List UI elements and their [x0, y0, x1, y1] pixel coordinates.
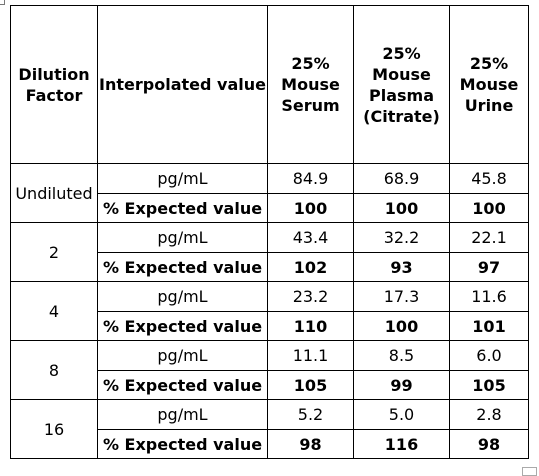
plasma-value-cell: 17.3 [353, 281, 450, 312]
header-mouse-urine: 25% Mouse Urine [449, 5, 529, 164]
plasma-pct-cell: 116 [353, 429, 450, 459]
dilution-factor-cell: 8 [10, 340, 98, 400]
unit-label-cell: pg/mL [97, 281, 268, 312]
dilution-factor-cell: Undiluted [10, 163, 98, 223]
unit-label-cell: pg/mL [97, 399, 268, 430]
serum-pct-cell: 98 [267, 429, 354, 459]
urine-pct-cell: 101 [449, 311, 529, 341]
table-row: Undiluted pg/mL 84.9 68.9 45.8 [10, 163, 529, 223]
urine-pct-cell: 105 [449, 370, 529, 400]
urine-value-cell: 45.8 [449, 163, 529, 194]
plasma-pct-cell: 93 [353, 252, 450, 282]
table-resize-handle[interactable] [522, 467, 537, 476]
table-row: 8 pg/mL 11.1 8.5 6.0 [10, 340, 529, 400]
dilution-factor-cell: 2 [10, 222, 98, 282]
urine-value-cell: 6.0 [449, 340, 529, 371]
urine-pct-cell: 97 [449, 252, 529, 282]
table-row: 4 pg/mL 23.2 17.3 11.6 [10, 281, 529, 341]
serum-pct-cell: 110 [267, 311, 354, 341]
urine-value-cell: 2.8 [449, 399, 529, 430]
unit-label-cell: pg/mL [97, 163, 268, 194]
urine-value-cell: 22.1 [449, 222, 529, 253]
plasma-pct-cell: 100 [353, 193, 450, 223]
plasma-value-cell: 8.5 [353, 340, 450, 371]
pct-label-cell: % Expected value [97, 429, 268, 459]
plasma-pct-cell: 100 [353, 311, 450, 341]
unit-label-cell: pg/mL [97, 340, 268, 371]
dilution-factor-cell: 16 [10, 399, 98, 459]
plasma-value-cell: 5.0 [353, 399, 450, 430]
urine-value-cell: 11.6 [449, 281, 529, 312]
plasma-value-cell: 68.9 [353, 163, 450, 194]
table-move-handle[interactable] [0, 0, 5, 5]
serum-value-cell: 11.1 [267, 340, 354, 371]
serum-value-cell: 23.2 [267, 281, 354, 312]
pct-label-cell: % Expected value [97, 311, 268, 341]
header-dilution-factor: Dilution Factor [10, 5, 98, 164]
table-row: % Expected value 100 100 100 [11, 193, 529, 223]
table-row: 16 pg/mL 5.2 5.0 2.8 [10, 399, 529, 459]
pct-label-cell: % Expected value [97, 193, 268, 223]
pct-label-cell: % Expected value [97, 252, 268, 282]
header-mouse-plasma: 25% Mouse Plasma (Citrate) [353, 5, 450, 164]
header-mouse-serum: 25% Mouse Serum [267, 5, 354, 164]
table-row: % Expected value 102 93 97 [11, 252, 529, 282]
serum-value-cell: 43.4 [267, 222, 354, 253]
plasma-pct-cell: 99 [353, 370, 450, 400]
dilution-linearity-table: Dilution Factor Interpolated value 25% M… [10, 5, 529, 459]
unit-label-cell: pg/mL [97, 222, 268, 253]
table-row: % Expected value 110 100 101 [11, 311, 529, 341]
urine-pct-cell: 100 [449, 193, 529, 223]
header-interpolated-value: Interpolated value [97, 5, 268, 164]
urine-pct-cell: 98 [449, 429, 529, 459]
table-row: % Expected value 105 99 105 [11, 370, 529, 400]
pct-label-cell: % Expected value [97, 370, 268, 400]
serum-value-cell: 5.2 [267, 399, 354, 430]
plasma-value-cell: 32.2 [353, 222, 450, 253]
serum-pct-cell: 105 [267, 370, 354, 400]
table-row: % Expected value 98 116 98 [11, 429, 529, 459]
serum-value-cell: 84.9 [267, 163, 354, 194]
dilution-factor-cell: 4 [10, 281, 98, 341]
serum-pct-cell: 100 [267, 193, 354, 223]
header-row: Dilution Factor Interpolated value 25% M… [10, 5, 529, 164]
serum-pct-cell: 102 [267, 252, 354, 282]
table-row: 2 pg/mL 43.4 32.2 22.1 [10, 222, 529, 282]
